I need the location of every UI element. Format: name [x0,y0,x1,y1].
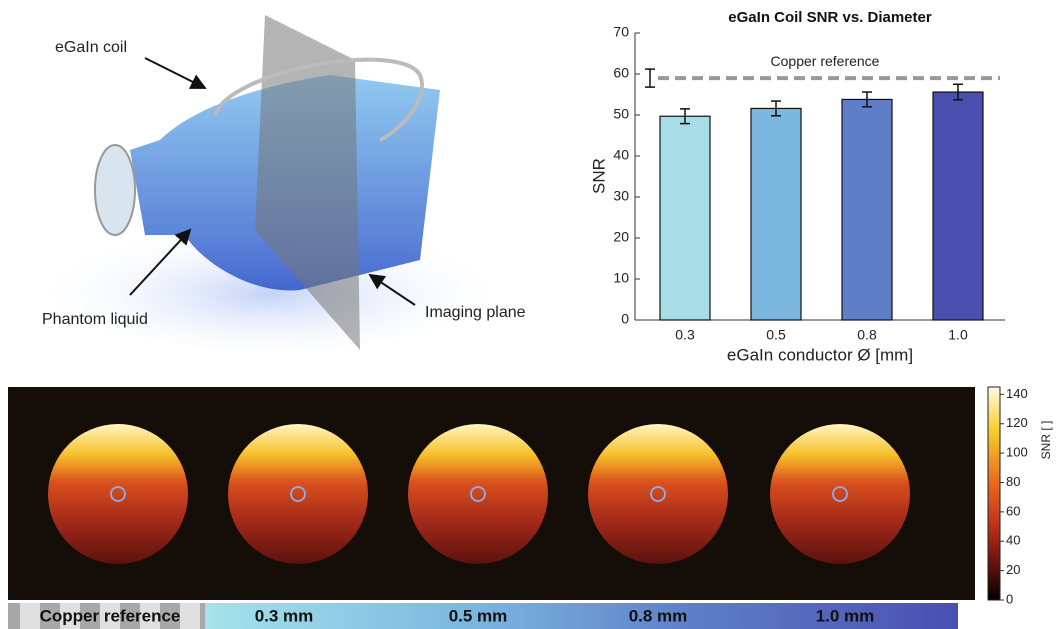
y-tick-label: 50 [613,106,629,122]
y-tick-label: 30 [613,188,629,204]
mri-slice [48,424,188,564]
x-tick-label: 1.0 [948,327,968,343]
illustration: eGaIn coil Phantom liquid Imaging plane [30,15,526,350]
coil-label: eGaIn coil [55,39,127,56]
colorbar-tick-label: 20 [1006,562,1020,577]
image-caption: Copper reference [40,606,181,625]
y-tick-label: 0 [621,311,629,327]
bar [932,91,984,321]
roi-marker [290,486,306,502]
caption-strip [8,603,958,629]
plane-label: Imaging plane [425,304,526,321]
colorbar-tick-label: 80 [1006,474,1020,489]
image-caption: 0.8 mm [629,606,688,625]
roi-marker [832,486,848,502]
colorbar-tick-label: 100 [1006,445,1028,460]
mri-slice [228,424,368,564]
x-tick-label: 0.8 [857,327,877,343]
y-tick-label: 70 [613,24,629,40]
roi-marker [110,486,126,502]
colorbar-tick-label: 60 [1006,503,1020,518]
error-bar [645,68,655,88]
colorbar-tick-label: 0 [1006,591,1013,606]
error-bar [680,108,690,125]
roi-marker [650,486,666,502]
error-bar [862,91,872,108]
x-tick-label: 0.3 [675,327,695,343]
bar [750,107,802,321]
bar [659,115,711,321]
liquid-label: Phantom liquid [42,311,148,328]
image-caption: 0.5 mm [449,606,508,625]
image-caption: 0.3 mm [255,606,314,625]
y-tick-label: 40 [613,147,629,163]
roi-marker [470,486,486,502]
y-tick-label: 10 [613,270,629,286]
mri-slice [588,424,728,564]
chart-title: eGaIn Coil SNR vs. Diameter [728,9,932,26]
y-axis-label: SNR [589,158,608,194]
error-bar [953,83,963,101]
error-bar [771,100,781,117]
x-axis-label: eGaIn conductor Ø [mm] [727,345,913,364]
colorbar [987,386,1001,601]
x-tick-label: 0.5 [766,327,786,343]
y-tick-label: 60 [613,65,629,81]
y-tick-label: 20 [613,229,629,245]
image-caption: 1.0 mm [816,606,875,625]
colorbar-tick-label: 40 [1006,533,1020,548]
reference-label: Copper reference [771,53,880,69]
colorbar-tick-label: 140 [1006,386,1028,401]
mri-slice [770,424,910,564]
colorbar-tick-label: 120 [1006,415,1028,430]
colorbar-label: SNR [ ] [1039,421,1053,460]
mri-slice [408,424,548,564]
bar [841,98,893,321]
